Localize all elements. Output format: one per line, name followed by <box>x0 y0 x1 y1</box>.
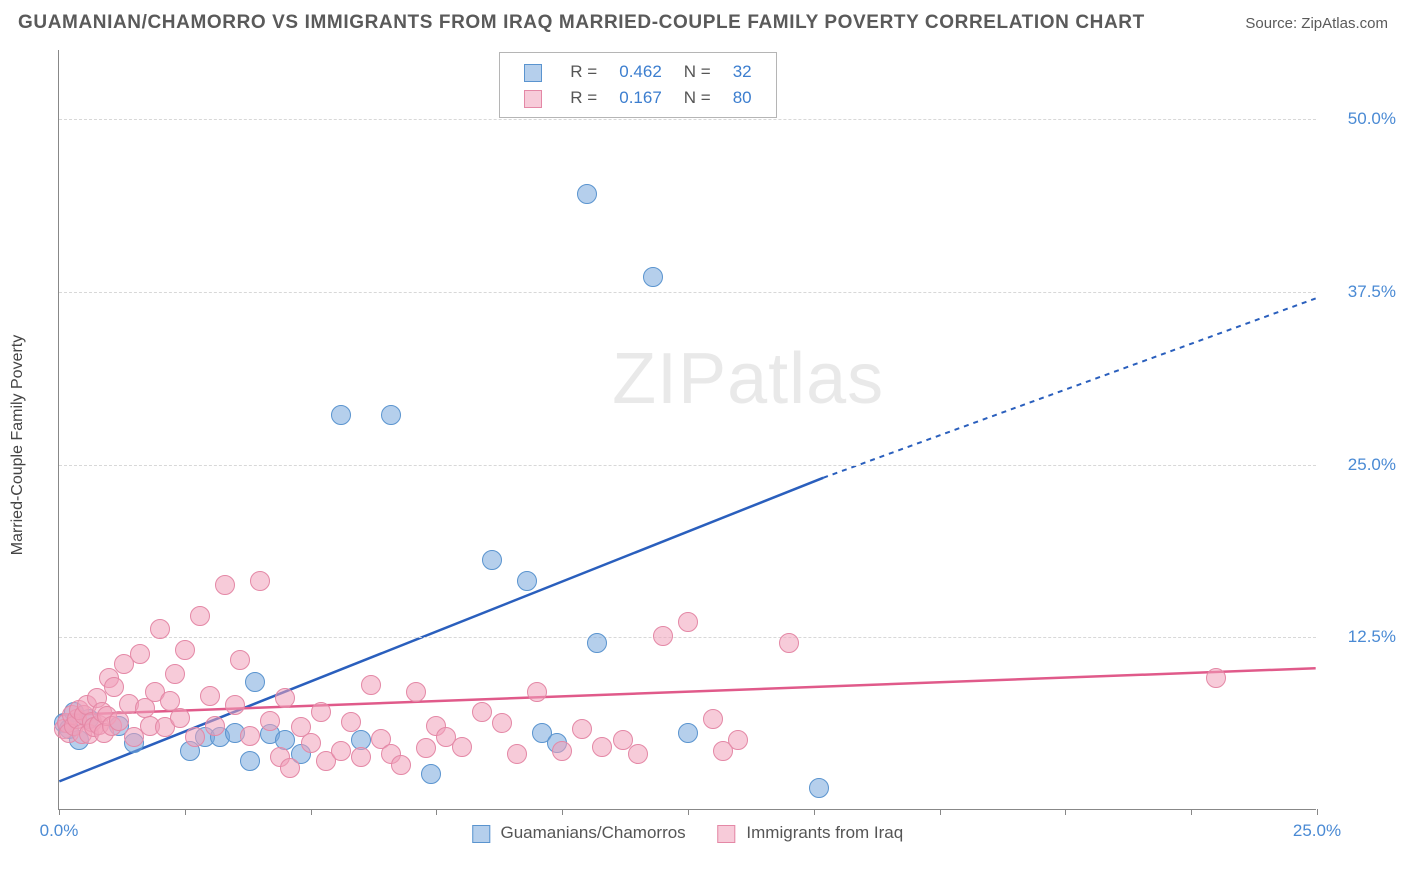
x-tick-mark <box>1191 809 1192 815</box>
y-tick-label: 37.5% <box>1326 282 1396 302</box>
y-tick-label: 50.0% <box>1326 109 1396 129</box>
data-point-pink <box>331 741 351 761</box>
x-tick-mark <box>814 809 815 815</box>
data-point-pink <box>190 606 210 626</box>
legend-correlation: R =0.462N =32R =0.167N =80 <box>499 52 776 118</box>
y-tick-label: 25.0% <box>1326 455 1396 475</box>
data-point-pink <box>628 744 648 764</box>
data-point-pink <box>527 682 547 702</box>
grid-line <box>59 465 1316 466</box>
data-point-blue <box>577 184 597 204</box>
data-point-pink <box>311 702 331 722</box>
x-tick-mark <box>59 809 60 815</box>
data-point-blue <box>643 267 663 287</box>
data-point-pink <box>391 755 411 775</box>
legend-item: Immigrants from Iraq <box>718 823 904 843</box>
data-point-pink <box>240 726 260 746</box>
data-point-pink <box>452 737 472 757</box>
x-tick-mark <box>1065 809 1066 815</box>
data-point-pink <box>165 664 185 684</box>
data-point-pink <box>130 644 150 664</box>
data-point-pink <box>215 575 235 595</box>
data-point-blue <box>331 405 351 425</box>
x-tick-label: 0.0% <box>40 821 79 841</box>
data-point-pink <box>175 640 195 660</box>
data-point-pink <box>280 758 300 778</box>
data-point-pink <box>205 716 225 736</box>
data-point-pink <box>728 730 748 750</box>
data-point-pink <box>572 719 592 739</box>
data-point-pink <box>185 727 205 747</box>
source-label: Source: ZipAtlas.com <box>1245 15 1388 32</box>
data-point-pink <box>301 733 321 753</box>
x-tick-label: 25.0% <box>1293 821 1341 841</box>
data-point-pink <box>200 686 220 706</box>
data-point-pink <box>104 677 124 697</box>
grid-line <box>59 637 1316 638</box>
x-tick-mark <box>688 809 689 815</box>
data-point-blue <box>482 550 502 570</box>
data-point-pink <box>653 626 673 646</box>
trend-lines <box>59 50 1316 809</box>
data-point-pink <box>1206 668 1226 688</box>
data-point-pink <box>150 619 170 639</box>
data-point-pink <box>351 747 371 767</box>
data-point-pink <box>406 682 426 702</box>
data-point-blue <box>381 405 401 425</box>
chart-area: Married-Couple Family Poverty ZIPatlas 5… <box>58 50 1388 840</box>
data-point-blue <box>678 723 698 743</box>
data-point-pink <box>552 741 572 761</box>
x-tick-mark <box>311 809 312 815</box>
legend-series: Guamanians/Chamorros Immigrants from Ira… <box>472 823 903 843</box>
data-point-pink <box>275 688 295 708</box>
data-point-pink <box>416 738 436 758</box>
trend-line-ext-blue <box>823 298 1315 477</box>
data-point-blue <box>809 778 829 798</box>
data-point-pink <box>779 633 799 653</box>
x-tick-mark <box>562 809 563 815</box>
grid-line <box>59 292 1316 293</box>
y-axis-label: Married-Couple Family Poverty <box>9 335 27 556</box>
data-point-pink <box>361 675 381 695</box>
data-point-pink <box>592 737 612 757</box>
data-point-blue <box>240 751 260 771</box>
data-point-pink <box>507 744 527 764</box>
x-tick-mark <box>940 809 941 815</box>
data-point-pink <box>341 712 361 732</box>
data-point-pink <box>703 709 723 729</box>
plot-area: ZIPatlas 50.0%37.5%25.0%12.5%0.0%25.0%R … <box>58 50 1316 810</box>
data-point-blue <box>587 633 607 653</box>
y-tick-label: 12.5% <box>1326 627 1396 647</box>
x-tick-mark <box>436 809 437 815</box>
grid-line <box>59 119 1316 120</box>
data-point-pink <box>678 612 698 632</box>
data-point-blue <box>517 571 537 591</box>
x-tick-mark <box>185 809 186 815</box>
header: GUAMANIAN/CHAMORRO VS IMMIGRANTS FROM IR… <box>0 0 1406 42</box>
data-point-pink <box>230 650 250 670</box>
data-point-blue <box>245 672 265 692</box>
x-tick-mark <box>1317 809 1318 815</box>
chart-title: GUAMANIAN/CHAMORRO VS IMMIGRANTS FROM IR… <box>18 12 1145 34</box>
data-point-pink <box>170 708 190 728</box>
legend-item: Guamanians/Chamorros <box>472 823 686 843</box>
data-point-pink <box>260 711 280 731</box>
data-point-blue <box>421 764 441 784</box>
data-point-pink <box>492 713 512 733</box>
data-point-pink <box>472 702 492 722</box>
data-point-pink <box>250 571 270 591</box>
data-point-pink <box>225 695 245 715</box>
